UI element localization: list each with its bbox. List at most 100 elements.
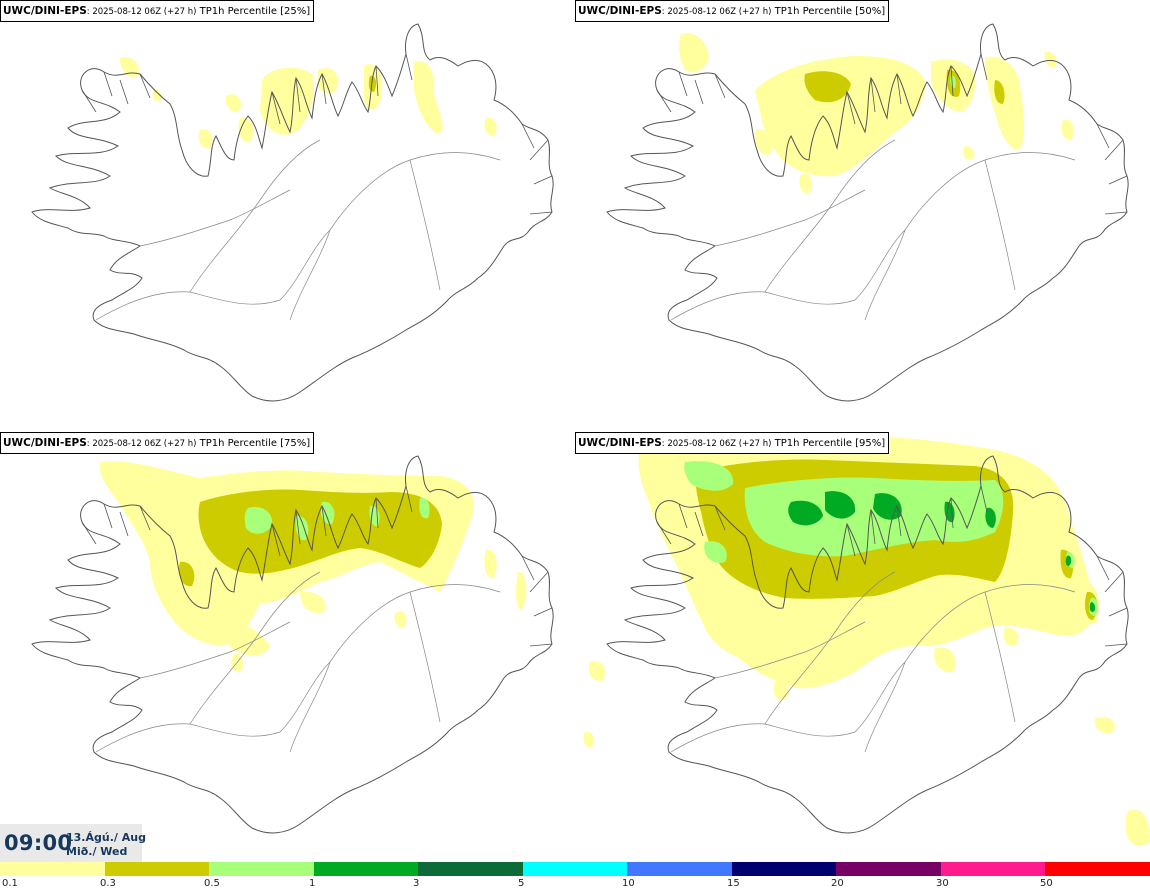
panel-title: UWC/DINI-EPS: 2025-08-12 06Z (+27 h) TP1… xyxy=(575,432,890,454)
precip-area xyxy=(825,491,856,519)
colorbar-segment xyxy=(104,862,210,876)
precip-area xyxy=(788,500,823,526)
parameter-label: TP1h Percentile [75%] xyxy=(196,438,311,449)
iceland-map-p95 xyxy=(583,435,1150,846)
colorbar-segment xyxy=(627,862,732,876)
precip-area xyxy=(1065,555,1072,566)
precip-area xyxy=(704,541,727,563)
road-lines xyxy=(670,139,1076,321)
map-panel-p75: UWC/DINI-EPS: 2025-08-12 06Z (+27 h) TP1… xyxy=(0,432,575,864)
road-lines xyxy=(670,571,1076,753)
precip-layer xyxy=(120,57,497,149)
iceland-map-p75 xyxy=(31,455,554,834)
precip-area xyxy=(583,731,594,748)
precip-area xyxy=(219,621,270,656)
fjord-lines xyxy=(656,53,1128,215)
precip-area xyxy=(994,80,1005,104)
valid-weekday: Mið./ Wed xyxy=(66,845,128,858)
fjord-lines xyxy=(81,485,553,647)
colorbar-segment xyxy=(731,862,837,876)
fjord-lines xyxy=(656,485,1128,647)
colorbar-segment xyxy=(418,862,523,876)
run-time: : 2025-08-12 06Z (+27 h) xyxy=(86,7,197,17)
map-panel-p25: UWC/DINI-EPS: 2025-08-12 06Z (+27 h) TP1… xyxy=(0,0,575,432)
precip-area xyxy=(120,57,139,78)
precip-area xyxy=(963,146,975,160)
panel-title: UWC/DINI-EPS: 2025-08-12 06Z (+27 h) TP1… xyxy=(0,432,315,454)
precip-area xyxy=(368,75,377,92)
precip-colorbar xyxy=(0,862,1150,876)
colorbar-segment xyxy=(1045,862,1150,876)
colorbar-tick-label: 3 xyxy=(413,878,420,889)
precip-area xyxy=(754,129,773,155)
precip-area xyxy=(1094,716,1115,734)
precip-area xyxy=(238,117,254,143)
map-panel-p95: UWC/DINI-EPS: 2025-08-12 06Z (+27 h) TP1… xyxy=(575,432,1150,864)
colorbar-segment xyxy=(209,862,314,876)
colorbar-tick-label: 30 xyxy=(936,878,949,889)
precip-area xyxy=(152,89,162,102)
precip-area xyxy=(799,173,812,194)
colorbar-segment xyxy=(0,862,105,876)
precip-layer xyxy=(583,435,1150,846)
colorbar-segment xyxy=(940,862,1046,876)
precip-area xyxy=(318,67,339,94)
run-time: : 2025-08-12 06Z (+27 h) xyxy=(661,7,772,17)
precip-area xyxy=(419,497,430,519)
precip-area xyxy=(260,67,315,135)
precip-area xyxy=(934,647,956,673)
precip-area xyxy=(755,56,926,177)
precip-area xyxy=(1125,809,1150,846)
run-time: : 2025-08-12 06Z (+27 h) xyxy=(661,439,772,449)
colorbar-segment xyxy=(836,862,941,876)
panel-title: UWC/DINI-EPS: 2025-08-12 06Z (+27 h) TP1… xyxy=(575,0,890,22)
valid-time: 09:00 xyxy=(4,831,73,855)
colorbar-tick-label: 15 xyxy=(727,878,740,889)
map-panel-p50: UWC/DINI-EPS: 2025-08-12 06Z (+27 h) TP1… xyxy=(575,0,1150,432)
colorbar-tick-label: 0.5 xyxy=(204,878,220,889)
colorbar-ticks: 0.1 0.3 0.5 1 3 5 10 15 20 30 50 xyxy=(0,876,1150,891)
precip-area xyxy=(985,57,1025,150)
precip-layer xyxy=(99,461,527,672)
precip-area xyxy=(198,129,213,149)
precip-area xyxy=(804,71,851,103)
parameter-label: TP1h Percentile [50%] xyxy=(771,6,886,17)
precip-area xyxy=(484,117,497,136)
colorbar-tick-label: 10 xyxy=(622,878,635,889)
colorbar-tick-label: 0.3 xyxy=(100,878,116,889)
precip-layer xyxy=(678,33,1074,194)
precip-area xyxy=(225,94,242,112)
parameter-label: TP1h Percentile [95%] xyxy=(771,438,886,449)
precip-area xyxy=(684,461,734,491)
precip-area xyxy=(678,33,709,73)
parameter-label: TP1h Percentile [25%] xyxy=(196,6,311,17)
precip-area xyxy=(985,507,996,528)
model-name: UWC/DINI-EPS xyxy=(578,5,662,17)
fjord-lines xyxy=(81,53,553,215)
precip-area xyxy=(484,549,497,579)
colorbar-tick-label: 20 xyxy=(831,878,844,889)
precip-area xyxy=(1003,627,1019,647)
precip-area xyxy=(515,571,527,610)
colorbar-tick-label: 50 xyxy=(1040,878,1053,889)
model-name: UWC/DINI-EPS xyxy=(3,437,87,449)
colorbar-segment xyxy=(522,862,628,876)
precip-area xyxy=(178,561,195,587)
precip-area xyxy=(320,501,335,525)
precip-area xyxy=(1061,119,1074,140)
precip-area xyxy=(394,611,407,628)
precip-area xyxy=(414,61,443,134)
precip-area xyxy=(1089,602,1096,612)
colorbar-tick-label: 5 xyxy=(518,878,525,889)
panel-title: UWC/DINI-EPS: 2025-08-12 06Z (+27 h) TP1… xyxy=(0,0,315,22)
valid-time-box: 09:00 13.Ágú./ Aug Mið./ Wed xyxy=(0,824,146,862)
colorbar-segment xyxy=(313,862,419,876)
road-lines xyxy=(95,139,501,321)
iceland-map-p25 xyxy=(31,23,554,402)
precip-area xyxy=(244,506,273,534)
precip-area xyxy=(588,661,606,682)
colorbar-tick-label: 0.1 xyxy=(2,878,18,889)
run-time: : 2025-08-12 06Z (+27 h) xyxy=(86,439,197,449)
valid-date: 13.Ágú./ Aug xyxy=(66,831,146,844)
road-lines xyxy=(95,571,501,753)
